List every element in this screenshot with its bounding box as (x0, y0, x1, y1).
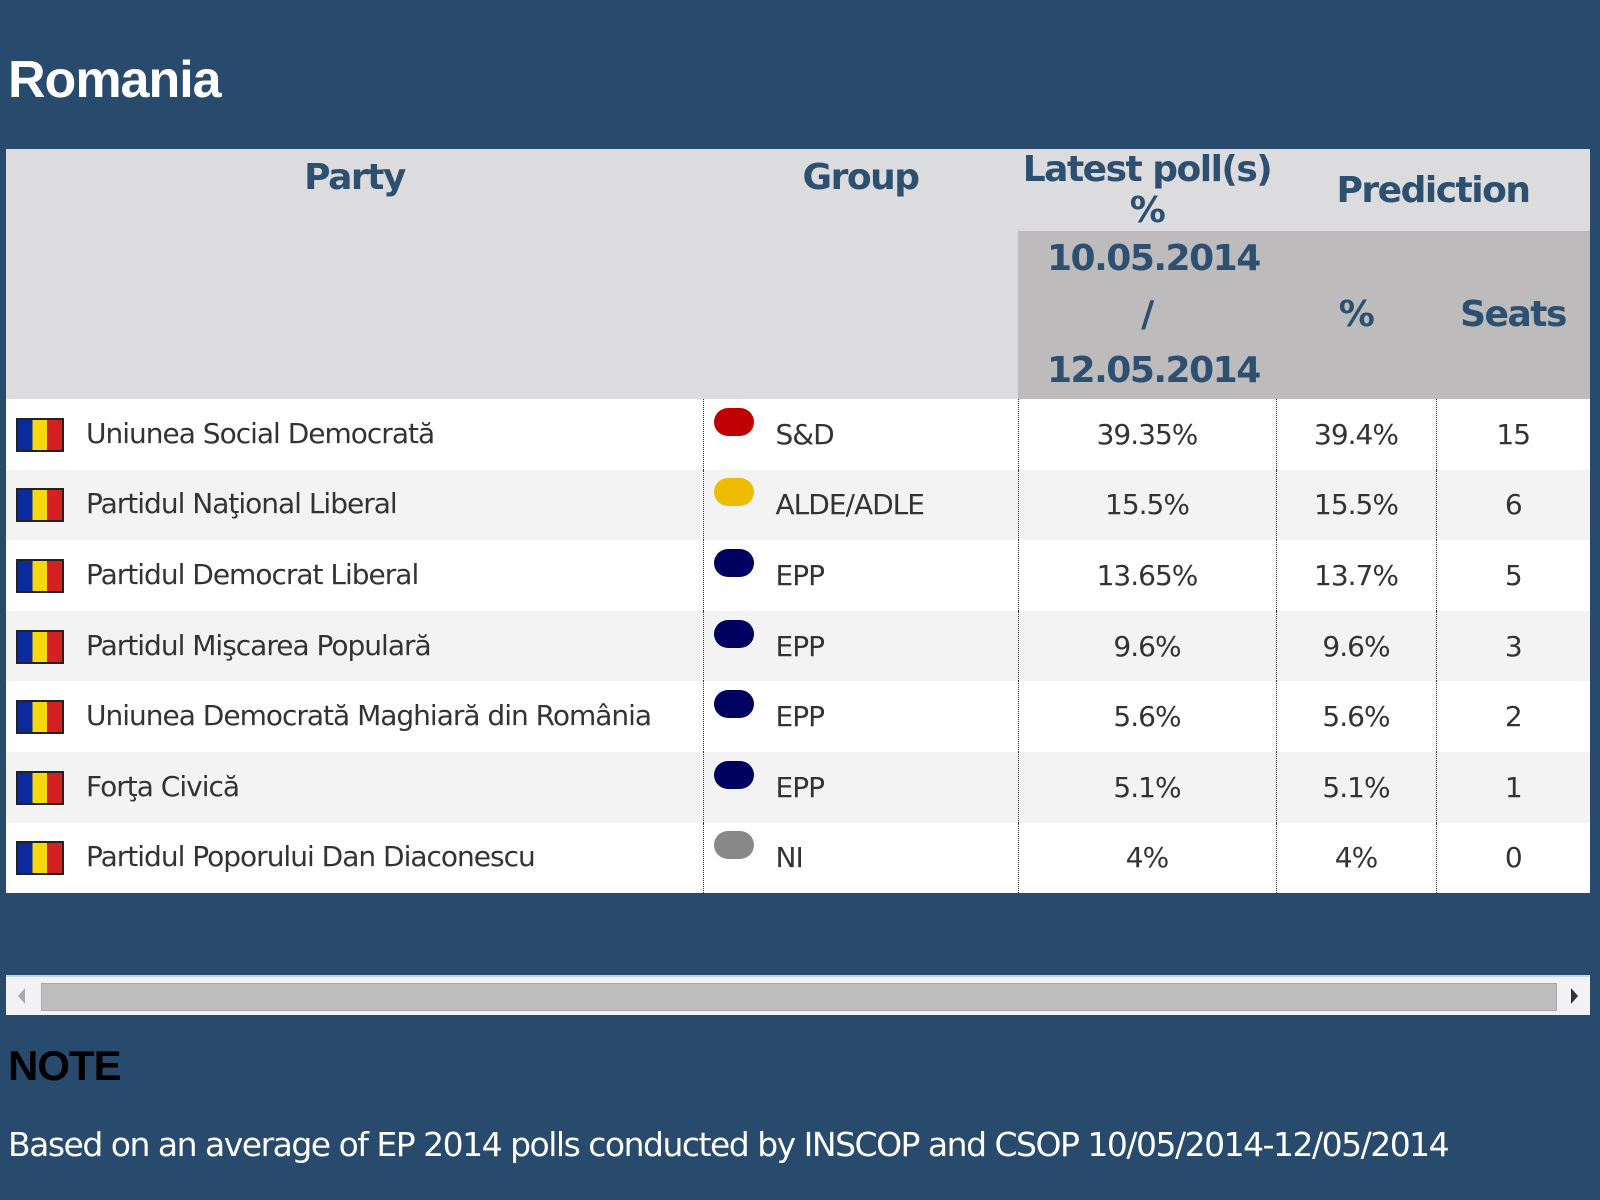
group-name: EPP (775, 770, 825, 804)
party-cell: Partidul Naţional Liberal (6, 469, 703, 541)
poll-value: 4% (1017, 822, 1276, 894)
prediction-percent: 9.6% (1275, 610, 1436, 682)
header-prediction: Prediction (1276, 149, 1590, 231)
prediction-seats: 0 (1435, 822, 1590, 894)
poll-value: 15.5% (1017, 469, 1276, 541)
group-color-dot-icon (713, 831, 754, 860)
party-name: Partidul Naţional Liberal (86, 487, 398, 521)
group-cell: EPP (702, 681, 1018, 752)
poll-value: 39.35% (1017, 399, 1276, 470)
prediction-seats: 2 (1435, 681, 1590, 752)
group-color-dot-icon (713, 690, 754, 719)
prediction-seats: 15 (1435, 399, 1590, 470)
poll-value: 9.6% (1017, 610, 1276, 682)
group-name: EPP (775, 700, 825, 734)
horizontal-scrollbar[interactable] (6, 975, 1590, 1015)
party-cell: Partidul Poporului Dan Diaconescu (6, 822, 703, 894)
party-cell: Uniunea Social Democrată (6, 399, 703, 470)
prediction-seats: 3 (1435, 610, 1590, 682)
prediction-percent: 5.6% (1275, 681, 1436, 752)
group-color-dot-icon (713, 548, 754, 577)
group-name: NI (775, 841, 804, 875)
party-name: Uniunea Social Democrată (86, 416, 435, 450)
prediction-percent: 4% (1275, 822, 1436, 894)
header-percent: % (1276, 231, 1436, 399)
prediction-percent: 39.4% (1275, 399, 1436, 470)
group-color-dot-icon (713, 619, 754, 648)
poll-date-text: 10.05.2014 / 12.05.2014 (1047, 238, 1261, 391)
party-cell: Uniunea Democrată Maghiară din România (6, 681, 703, 752)
table-row: Forţa Civică EPP 5.1% 5.1% 1 (6, 751, 1590, 823)
group-color-dot-icon (713, 760, 754, 789)
romania-flag-icon (16, 417, 64, 452)
header-latest-polls: Latest poll(s) % (1018, 149, 1276, 231)
group-cell: S&D (702, 399, 1018, 470)
prediction-percent: 5.1% (1275, 751, 1436, 823)
party-name: Uniunea Democrată Maghiară din România (86, 699, 652, 733)
group-cell: ALDE/ADLE (702, 469, 1018, 541)
romania-flag-icon (16, 770, 64, 805)
group-color-dot-icon (713, 478, 754, 507)
romania-flag-icon (16, 629, 64, 664)
header-party: Party (6, 149, 703, 399)
group-cell: EPP (702, 540, 1018, 611)
group-name: S&D (775, 417, 835, 451)
party-name: Partidul Mişcarea Populară (86, 628, 432, 662)
romania-flag-icon (16, 841, 64, 876)
prediction-percent: 15.5% (1275, 469, 1436, 541)
table-row: Partidul Democrat Liberal EPP 13.65% 13.7% 5 (6, 540, 1590, 611)
party-cell: Partidul Mişcarea Populară (6, 610, 703, 682)
poll-value: 13.65% (1017, 540, 1276, 611)
scroll-left-arrow-icon[interactable] (18, 988, 25, 1004)
header-group: Group (703, 149, 1018, 399)
poll-table: Party Group Latest poll(s) % Prediction … (6, 149, 1590, 894)
group-name: ALDE/ADLE (775, 488, 925, 522)
table-row: Uniunea Democrată Maghiară din România EP… (6, 681, 1590, 752)
prediction-seats: 1 (1435, 751, 1590, 823)
poll-value: 5.6% (1017, 681, 1276, 752)
table-row: Partidul Poporului Dan Diaconescu NI 4% 4% 0 (6, 822, 1590, 894)
romania-flag-icon (16, 558, 64, 593)
table-row: Partidul Mişcarea Populară EPP 9.6% 9.6% 3 (6, 610, 1590, 682)
poll-value: 5.1% (1017, 751, 1276, 823)
group-color-dot-icon (713, 407, 754, 436)
header-seats: Seats (1436, 231, 1590, 399)
party-cell: Forţa Civică (6, 751, 703, 823)
scrollbar-thumb[interactable] (41, 983, 1557, 1011)
romania-flag-icon (16, 488, 64, 523)
header-poll-date: 10.05.2014 / 12.05.2014 (1018, 231, 1276, 399)
note-text: Based on an average of EP 2014 polls con… (8, 1125, 1450, 1164)
party-name: Partidul Poporului Dan Diaconescu (86, 840, 536, 874)
table-row: Partidul Naţional Liberal ALDE/ADLE 15.5% 1… (6, 469, 1590, 541)
note-heading: NOTE (8, 1042, 122, 1089)
party-cell: Partidul Democrat Liberal (6, 540, 703, 611)
party-name: Partidul Democrat Liberal (86, 557, 419, 591)
party-name: Forţa Civică (86, 769, 240, 803)
group-name: EPP (775, 558, 825, 592)
scroll-right-arrow-icon[interactable] (1571, 988, 1578, 1004)
group-cell: NI (702, 822, 1018, 894)
table-row: Uniunea Social Democrată S&D 39.35% 39.4% 15 (6, 399, 1590, 470)
prediction-percent: 13.7% (1275, 540, 1436, 611)
group-cell: EPP (702, 610, 1018, 682)
page-title: Romania (8, 51, 222, 109)
prediction-seats: 6 (1435, 469, 1590, 541)
romania-flag-icon (16, 700, 64, 735)
prediction-seats: 5 (1435, 540, 1590, 611)
group-name: EPP (775, 629, 825, 663)
group-cell: EPP (702, 751, 1018, 823)
